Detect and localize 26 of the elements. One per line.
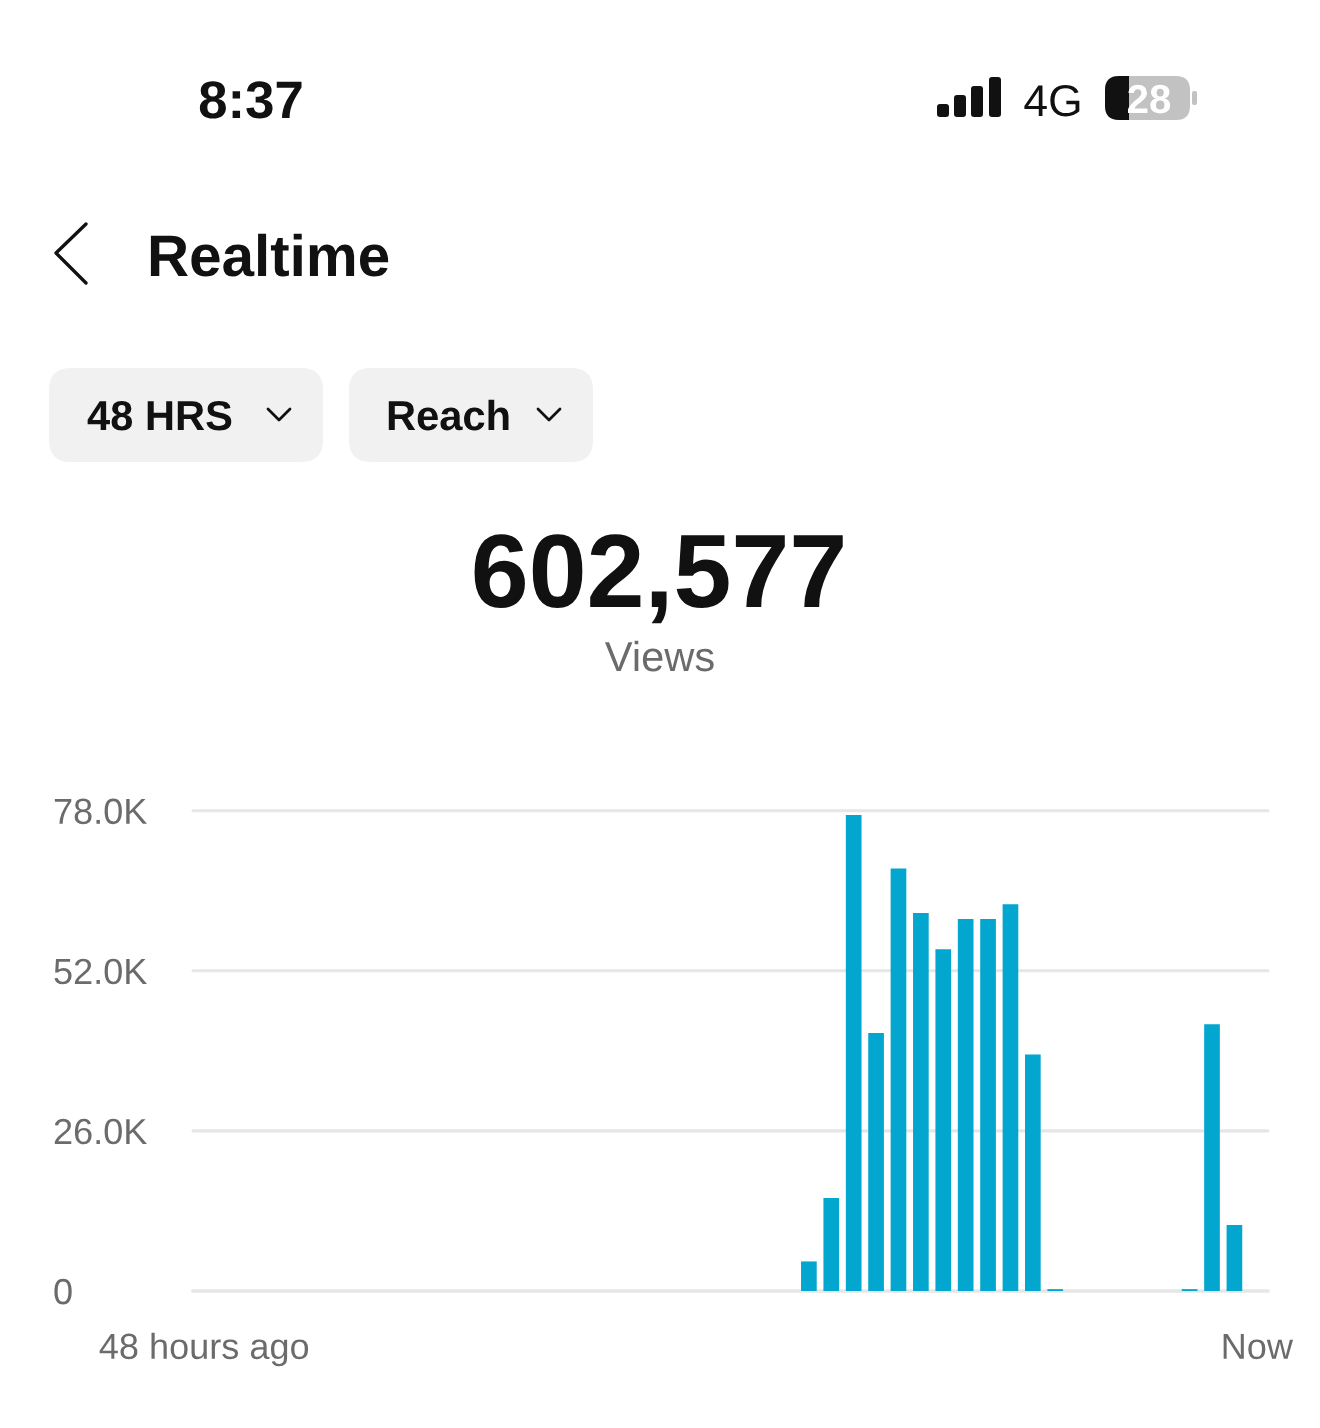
chart-title: Realtime [150, 233, 389, 277]
bar [890, 868, 907, 1291]
chart-subtitle: 602,577 [474, 534, 843, 624]
y-tick-label: 52.0K [54, 958, 147, 985]
bar [823, 1198, 840, 1291]
bar [868, 1032, 884, 1291]
x-tick-label: Now [1223, 1333, 1294, 1360]
y-tick-label: 0 [54, 1278, 72, 1305]
bar [1204, 1024, 1220, 1291]
bar [935, 949, 952, 1291]
text: Reach [388, 399, 509, 431]
text: 48 HRS [87, 400, 232, 431]
bar [1025, 1054, 1041, 1291]
bar [801, 1261, 817, 1291]
text: 8:37 [199, 81, 302, 119]
y-tick-label: 78.0K [54, 798, 147, 825]
text: Views [604, 640, 714, 672]
bar [1226, 1225, 1243, 1291]
y-tick-label: 26.0K [54, 1118, 147, 1145]
bar [1002, 904, 1019, 1291]
bar [957, 919, 974, 1291]
bar [913, 912, 929, 1291]
bar [845, 815, 862, 1291]
x-tick-label: 48 hours ago [99, 1332, 309, 1367]
bar [980, 919, 996, 1291]
text: 4G [1024, 84, 1080, 117]
